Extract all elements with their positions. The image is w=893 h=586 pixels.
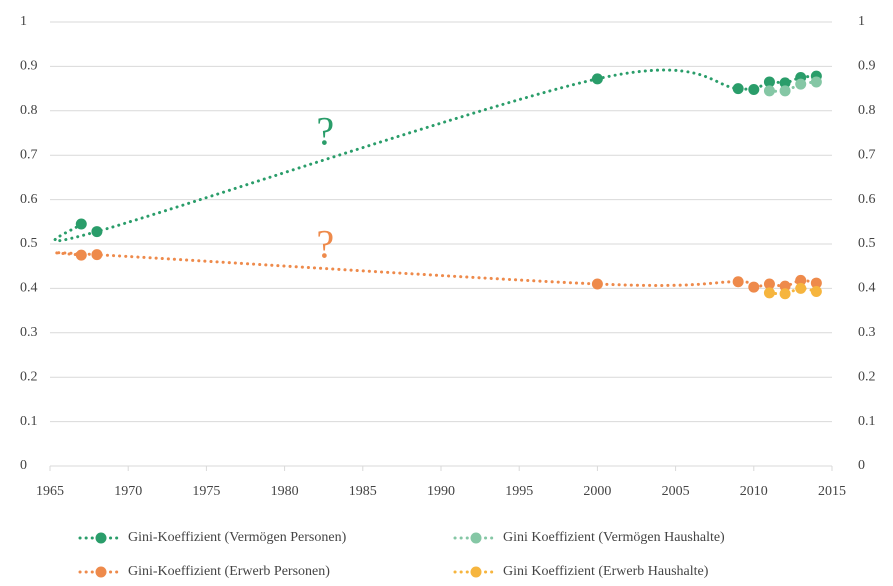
x-tick-label: 1970 xyxy=(114,484,142,499)
data-point xyxy=(91,249,103,261)
y-tick-label: 0.4 xyxy=(20,281,38,296)
y-tick-label: 0 xyxy=(20,458,27,473)
series-line xyxy=(767,286,818,296)
data-point xyxy=(779,288,791,300)
legend-item: Gini Koeffizient (Vermögen Haushalte) xyxy=(453,530,725,545)
y2-tick-label: 0.5 xyxy=(858,236,876,251)
data-point xyxy=(75,218,87,230)
series-line xyxy=(53,68,818,243)
legend-marker xyxy=(470,532,482,544)
y2-tick-label: 0.6 xyxy=(858,192,876,207)
data-point xyxy=(732,276,744,288)
x-tick-label: 1985 xyxy=(349,484,377,499)
legend-marker xyxy=(470,566,482,578)
annotation: ? xyxy=(316,222,334,267)
data-point xyxy=(810,286,822,298)
data-point xyxy=(763,85,775,97)
x-tick-label: 1990 xyxy=(427,484,455,499)
x-tick-label: 1965 xyxy=(36,484,64,499)
data-point xyxy=(795,282,807,294)
y2-tick-label: 0.1 xyxy=(858,414,876,429)
annotation: ? xyxy=(316,108,334,153)
legend-label: Gini Koeffizient (Vermögen Haushalte) xyxy=(503,530,725,545)
legend-item: Gini-Koeffizient (Vermögen Personen) xyxy=(78,530,347,545)
data-point xyxy=(779,85,791,97)
legend-marker xyxy=(95,566,107,578)
data-point xyxy=(763,287,775,299)
data-point xyxy=(591,278,603,290)
x-tick-label: 1975 xyxy=(192,484,220,499)
data-point xyxy=(763,76,775,88)
y2-tick-label: 0.8 xyxy=(858,103,876,118)
x-tick-label: 2000 xyxy=(583,484,611,499)
y2-tick-label: 0.9 xyxy=(858,59,876,74)
x-tick-label: 1980 xyxy=(271,484,299,499)
data-point xyxy=(748,83,760,95)
data-point xyxy=(75,249,87,261)
data-point xyxy=(810,76,822,88)
y2-tick-label: 1 xyxy=(858,14,865,29)
x-tick-label: 1995 xyxy=(505,484,533,499)
data-point xyxy=(91,226,103,238)
y2-tick-label: 0.3 xyxy=(858,325,876,340)
data-point xyxy=(748,281,760,293)
y-tick-label: 0.1 xyxy=(20,414,38,429)
y-tick-label: 1 xyxy=(20,14,27,29)
y-tick-label: 0.8 xyxy=(20,103,38,118)
legend-label: Gini-Koeffizient (Erwerb Personen) xyxy=(128,564,330,579)
y2-tick-label: 0.4 xyxy=(858,281,876,296)
data-point xyxy=(732,83,744,95)
y-tick-label: 0.9 xyxy=(20,59,38,74)
data-point xyxy=(795,274,807,286)
legend-label: Gini Koeffizient (Erwerb Haushalte) xyxy=(503,564,709,579)
data-point xyxy=(810,277,822,289)
x-tick-label: 2005 xyxy=(662,484,690,499)
y-tick-label: 0.6 xyxy=(20,192,38,207)
data-point xyxy=(763,278,775,290)
data-point xyxy=(779,77,791,89)
y-tick-label: 0.2 xyxy=(20,369,38,384)
legend-item: Gini-Koeffizient (Erwerb Personen) xyxy=(78,564,330,579)
y2-tick-label: 0.7 xyxy=(858,147,876,162)
x-tick-label: 2015 xyxy=(818,484,846,499)
legend-item: Gini Koeffizient (Erwerb Haushalte) xyxy=(453,564,709,579)
y-tick-label: 0.5 xyxy=(20,236,38,251)
legend-label: Gini-Koeffizient (Vermögen Personen) xyxy=(128,530,347,545)
y2-tick-label: 0 xyxy=(858,458,865,473)
series-line xyxy=(767,80,818,93)
data-point xyxy=(779,280,791,292)
series-line xyxy=(53,251,818,289)
x-tick-label: 2010 xyxy=(740,484,768,499)
y2-tick-label: 0.2 xyxy=(858,369,876,384)
data-point xyxy=(591,73,603,85)
y-tick-label: 0.7 xyxy=(20,147,38,162)
legend-marker xyxy=(95,532,107,544)
data-point xyxy=(795,78,807,90)
y-tick-label: 0.3 xyxy=(20,325,38,340)
